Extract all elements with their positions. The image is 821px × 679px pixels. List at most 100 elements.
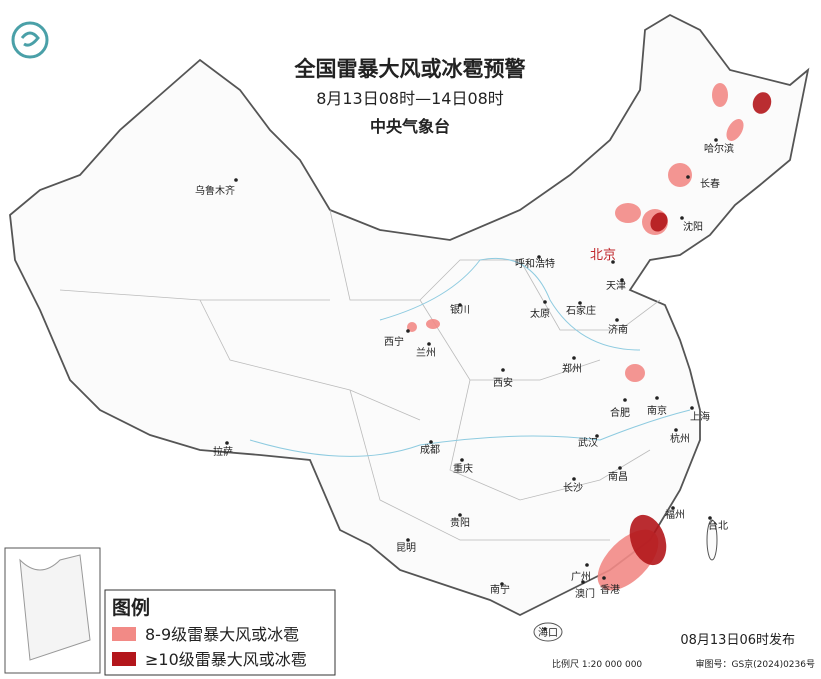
warning-area bbox=[668, 163, 692, 187]
hainan bbox=[533, 622, 563, 642]
warning-area bbox=[426, 319, 440, 329]
city-label: 太原 bbox=[530, 307, 550, 320]
taiwan bbox=[706, 519, 718, 561]
warning-area bbox=[726, 119, 744, 141]
city-dot bbox=[585, 563, 589, 567]
city-label: 长沙 bbox=[563, 482, 583, 494]
city-dot bbox=[458, 303, 462, 307]
city-label: 重庆 bbox=[453, 462, 473, 475]
city-dot bbox=[680, 216, 684, 220]
city-label: 南宁 bbox=[490, 583, 510, 596]
scale: 比例尺 1:20 000 000 bbox=[552, 658, 642, 670]
rivers bbox=[249, 257, 691, 457]
city-label: 广州 bbox=[571, 571, 591, 583]
city-label: 拉萨 bbox=[213, 445, 233, 458]
city-label: 合肥 bbox=[610, 406, 630, 419]
city-label: 台北 bbox=[708, 519, 728, 532]
city-label: 银川 bbox=[450, 303, 470, 316]
city-label: 贵阳 bbox=[450, 516, 470, 529]
warning-area bbox=[712, 83, 728, 107]
legend-swatch bbox=[112, 627, 136, 641]
city-label: 香港 bbox=[600, 584, 620, 596]
city-dot bbox=[602, 576, 606, 580]
city-dot bbox=[623, 398, 627, 402]
city-label: 北京 bbox=[590, 248, 616, 263]
warning-area bbox=[625, 364, 645, 382]
city-label: 武汉 bbox=[578, 436, 598, 449]
legend-box bbox=[104, 589, 336, 676]
warning-area bbox=[752, 92, 772, 114]
issuer: 中央气象台 bbox=[370, 117, 450, 136]
city-dot bbox=[225, 441, 229, 445]
city-dot bbox=[686, 175, 690, 179]
city-dot bbox=[714, 138, 718, 142]
legend-label: 8-9级雷暴大风或冰雹 bbox=[145, 625, 299, 644]
city-dot bbox=[406, 329, 410, 333]
city-label: 哈尔滨 bbox=[704, 142, 734, 155]
warning-area bbox=[615, 203, 641, 223]
city-label: 福州 bbox=[665, 508, 685, 521]
city-label: 西宁 bbox=[384, 335, 404, 348]
city-dot bbox=[581, 580, 585, 584]
country-outline bbox=[9, 13, 810, 617]
inset-land bbox=[19, 554, 91, 661]
city-label: 济南 bbox=[608, 323, 628, 336]
warning-area bbox=[407, 322, 417, 332]
city-dot bbox=[690, 406, 694, 410]
warning-areas bbox=[407, 83, 772, 591]
city-dot bbox=[406, 538, 410, 542]
city-dot bbox=[537, 255, 541, 259]
city-dot bbox=[543, 627, 547, 631]
period: 8月13日08时—14日08时 bbox=[316, 89, 504, 108]
legend-swatch bbox=[112, 652, 136, 666]
city-dot bbox=[595, 434, 599, 438]
city-dot bbox=[501, 368, 505, 372]
logo bbox=[11, 21, 49, 59]
warning-area bbox=[629, 514, 667, 566]
city-dot bbox=[611, 260, 615, 264]
city-dot bbox=[500, 582, 504, 586]
review-number: 审图号：GS京(2024)0236号 bbox=[695, 658, 815, 670]
city-label: 西安 bbox=[493, 376, 513, 389]
city-dot bbox=[620, 278, 624, 282]
city-label: 昆明 bbox=[396, 542, 416, 554]
city-dot bbox=[458, 513, 462, 517]
warning-area bbox=[650, 212, 668, 232]
city-dot bbox=[572, 356, 576, 360]
city-dot bbox=[427, 342, 431, 346]
city-label: 成都 bbox=[420, 444, 440, 456]
city-label: 石家庄 bbox=[566, 304, 596, 317]
city-label: 沈阳 bbox=[683, 220, 703, 233]
city-dot bbox=[234, 178, 238, 182]
city-dot bbox=[572, 477, 576, 481]
title: 全国雷暴大风或冰雹预警 bbox=[294, 57, 526, 81]
city-label: 长春 bbox=[700, 178, 720, 190]
legend-title: 图例 bbox=[112, 596, 150, 619]
city-dot bbox=[543, 300, 547, 304]
logo-mark bbox=[20, 31, 40, 47]
city-dot bbox=[429, 440, 433, 444]
city-dot bbox=[615, 318, 619, 322]
city-dot bbox=[674, 428, 678, 432]
city-label: 呼和浩特 bbox=[515, 258, 555, 270]
legend-label: ≥10级雷暴大风或冰雹 bbox=[145, 650, 307, 669]
city-label: 乌鲁木齐 bbox=[195, 184, 235, 197]
city-label: 天津 bbox=[606, 280, 626, 292]
city-label: 南昌 bbox=[608, 470, 628, 483]
city-dot bbox=[708, 516, 712, 520]
city-label: 上海 bbox=[690, 410, 710, 423]
published: 08月13日06时发布 bbox=[680, 632, 795, 648]
city-label: 南京 bbox=[647, 404, 667, 417]
city-label: 杭州 bbox=[670, 432, 690, 445]
city-label: 海口 bbox=[538, 626, 558, 639]
city-label: 澳门 bbox=[575, 587, 595, 600]
city-label: 兰州 bbox=[416, 346, 436, 359]
city-dot bbox=[618, 466, 622, 470]
city-label: 郑州 bbox=[562, 362, 582, 375]
city-dot bbox=[460, 458, 464, 462]
city-dot bbox=[671, 506, 675, 510]
city-dot bbox=[578, 301, 582, 305]
city-dot bbox=[655, 396, 659, 400]
